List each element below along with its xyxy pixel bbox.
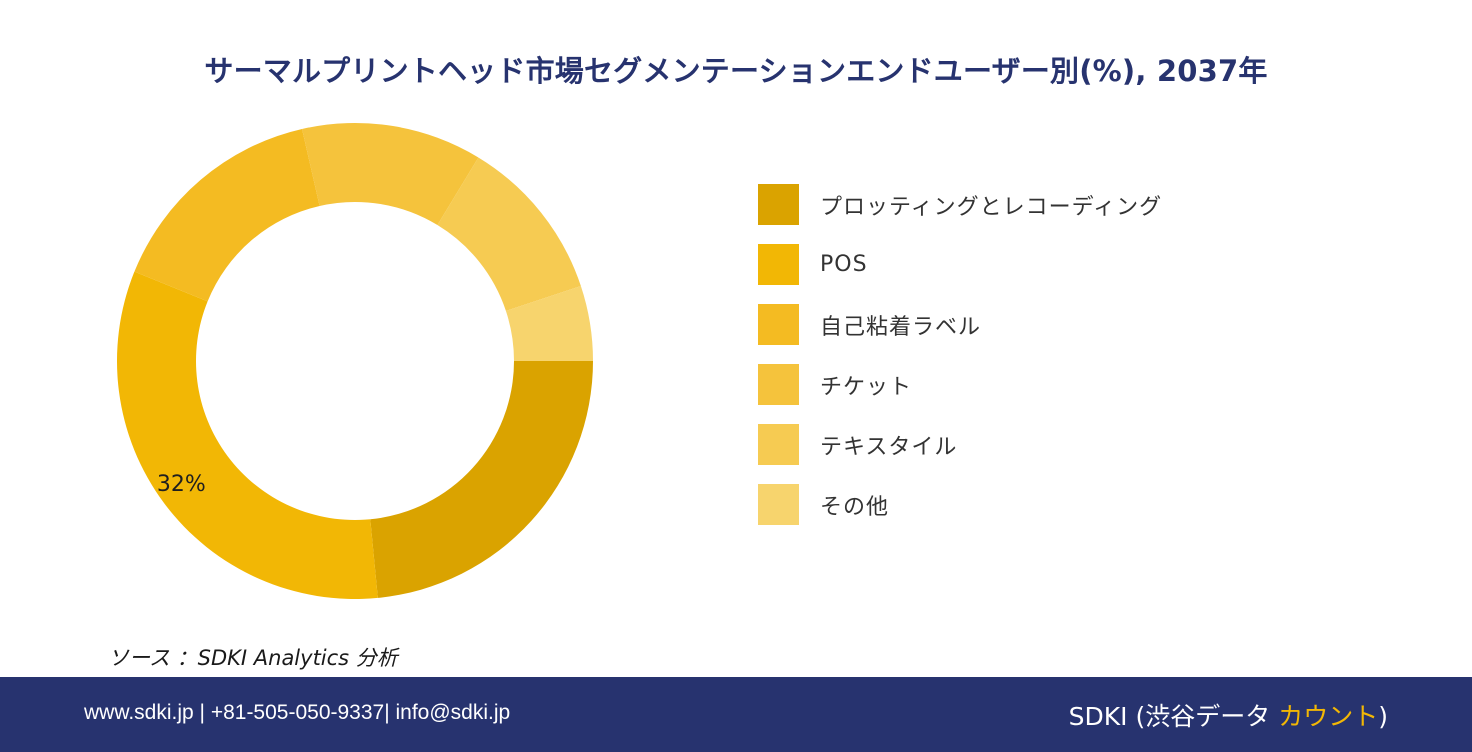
donut-chart: 32% (116, 122, 593, 600)
legend-swatch (758, 364, 799, 405)
legend: プロッティングとレコーディング POS 自己粘着ラベル チケットテキスタイル その他 (758, 184, 1318, 544)
legend-swatch (758, 244, 799, 285)
legend-label: その他 (820, 494, 890, 520)
legend-item: プロッティングとレコーディング (758, 184, 1318, 225)
legend-item: チケット (758, 364, 1318, 405)
brand-suffix: ) (1378, 702, 1388, 731)
brand-accent: カウント (1278, 702, 1379, 731)
donut-slice (134, 128, 320, 302)
legend-swatch (758, 484, 799, 525)
legend-swatch (758, 424, 799, 465)
donut-slice (302, 122, 479, 226)
donut-slice (116, 271, 378, 600)
chart-title: サーマルプリントヘッド市場セグメンテーションエンドユーザー別(%), 2037年 (204, 54, 1268, 88)
legend-item: 自己粘着ラベル (758, 304, 1318, 345)
legend-label: プロッティングとレコーディング (820, 194, 1163, 220)
donut-slice (437, 157, 581, 311)
legend-swatch (758, 184, 799, 225)
legend-item: テキスタイル (758, 424, 1318, 465)
footer-contact: www.sdki.jp | +81-505-050-9337| info@sdk… (84, 701, 511, 724)
slice-data-label: 32% (157, 472, 206, 497)
legend-label: チケット (820, 374, 913, 400)
legend-item: POS (758, 244, 1318, 285)
brand-prefix: SDKI (渋谷データ (1068, 702, 1279, 731)
legend-label: テキスタイル (820, 434, 958, 460)
legend-label: 自己粘着ラベル (820, 314, 982, 340)
donut-slice (370, 361, 593, 598)
legend-label: POS (820, 252, 868, 277)
footer-brand: SDKI (渋谷データ カウント) (1069, 697, 1388, 733)
legend-item: その他 (758, 484, 1318, 525)
donut-slice (505, 286, 593, 361)
footer-bar: www.sdki.jp | +81-505-050-9337| info@sdk… (0, 677, 1472, 752)
legend-swatch (758, 304, 799, 345)
source-note: ソース ：SDKI Analytics 分析 (108, 646, 398, 670)
